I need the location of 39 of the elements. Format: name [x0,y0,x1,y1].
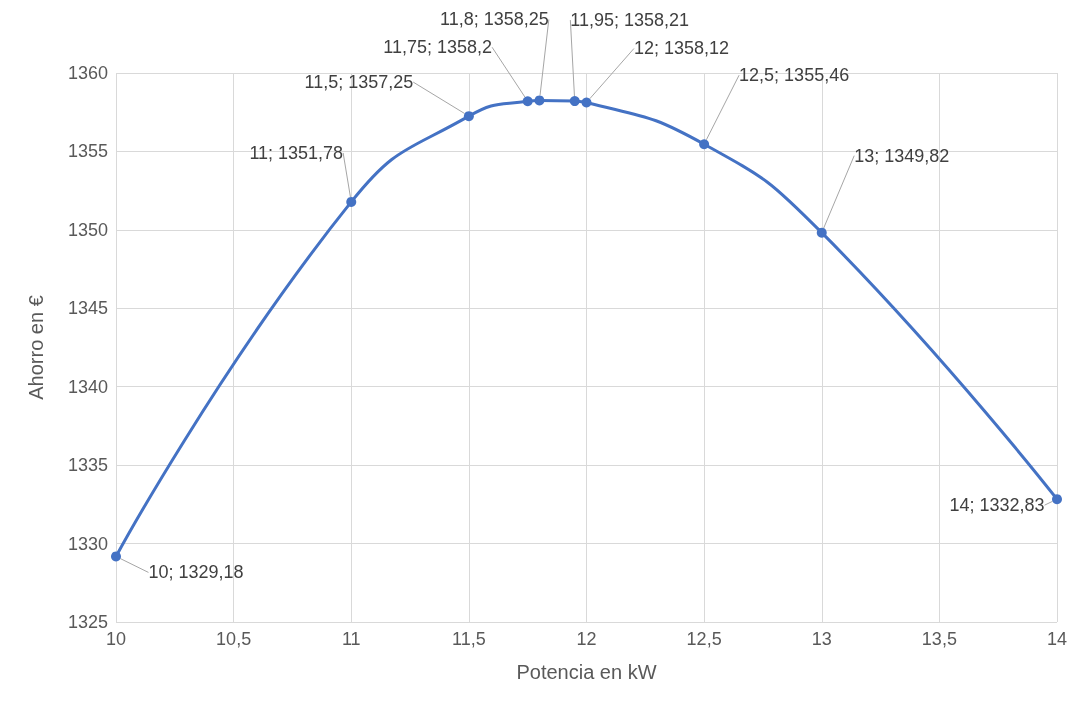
point [581,97,592,108]
data-label: 10; 1329,18 [148,562,244,583]
point [463,111,474,122]
x-tick-label: 14 [1046,629,1068,649]
y-tick-label: 1345 [67,298,108,319]
point [522,96,533,107]
x-tick-label: 12,5 [686,629,722,649]
x-tick-label: 13 [811,629,832,649]
data-label: 12; 1358,12 [633,38,730,59]
point [699,139,710,150]
x-tick-label: 12 [576,629,597,649]
data-label: 11,5; 1357,25 [304,72,414,93]
point [816,227,827,238]
y-tick-label: 1350 [67,219,108,240]
data-label: 11,8; 1358,25 [440,9,549,30]
x-axis-title: Potencia en kW [516,661,657,683]
data-label: 11,75; 1358,2 [383,37,493,58]
x-tick-label: 11 [341,629,361,649]
y-tick-label: 1360 [67,63,108,83]
y-tick-label: 1340 [67,376,108,397]
x-tick-label: 10 [105,629,127,649]
data-label: 11,95; 1358,21 [570,10,690,31]
point [534,95,545,106]
x-tick-label: 10,5 [216,629,252,649]
point [569,96,580,107]
point [1052,494,1062,505]
data-label: 12,5; 1355,46 [739,65,850,86]
data-label: 14; 1332,83 [949,495,1045,516]
y-tick-label: 1325 [67,612,108,632]
y-tick-label: 1335 [67,455,108,476]
point [346,196,357,207]
data-label: 11; 1351,78 [249,142,344,163]
y-axis-title: Ahorro en € [25,295,47,400]
y-tick-label: 1355 [67,141,108,162]
point [111,551,121,562]
y-tick-label: 1330 [67,533,108,554]
data-label: 13; 1349,82 [854,145,950,166]
x-tick-label: 11,5 [452,629,486,649]
x-tick-label: 13,5 [921,629,957,649]
